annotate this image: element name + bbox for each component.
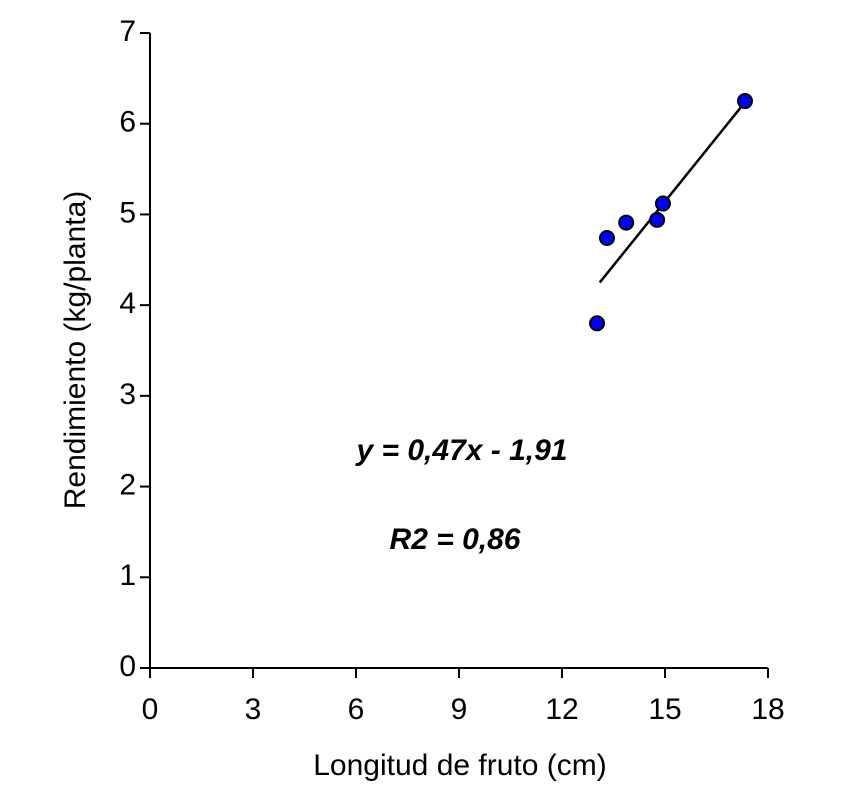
y-tick-label: 6 — [119, 106, 136, 139]
x-tick-label: 6 — [348, 693, 365, 726]
y-tick-label: 4 — [119, 287, 136, 320]
y-tick-label: 3 — [119, 378, 136, 411]
r-squared: R2 = 0,86 — [390, 523, 521, 556]
point — [654, 195, 671, 212]
point — [598, 230, 615, 247]
y-tick-label: 0 — [119, 650, 136, 683]
y-axis-label: Rendimiento (kg/planta) — [59, 191, 92, 510]
x-axis-label: Longitud de fruto (cm) — [313, 749, 606, 782]
y-tick-label: 7 — [119, 15, 136, 48]
x-tick-label: 9 — [451, 693, 468, 726]
x-tick-label: 15 — [648, 693, 681, 726]
y-tick-label: 1 — [119, 559, 136, 592]
y-tick-label: 5 — [119, 196, 136, 229]
point — [618, 214, 635, 231]
point — [736, 93, 753, 110]
x-tick-label: 0 — [142, 693, 159, 726]
x-tick-label: 18 — [751, 693, 784, 726]
point — [589, 315, 606, 332]
y-tick-label: 2 — [119, 468, 136, 501]
fit-line — [598, 104, 744, 284]
equation: y = 0,47x - 1,91 — [355, 434, 568, 467]
x-tick-label: 3 — [245, 693, 262, 726]
point — [649, 211, 666, 228]
x-tick-label: 12 — [545, 693, 578, 726]
